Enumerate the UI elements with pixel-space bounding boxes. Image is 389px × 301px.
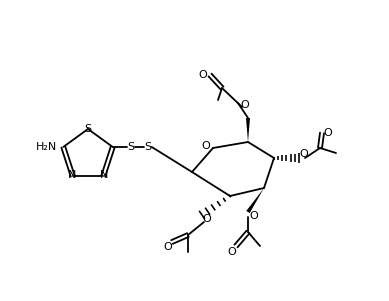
Text: N: N: [68, 170, 76, 180]
Text: O: O: [202, 141, 210, 151]
Text: O: O: [164, 242, 172, 252]
Polygon shape: [246, 118, 250, 142]
Text: O: O: [324, 128, 332, 138]
Text: S: S: [144, 142, 151, 152]
Text: O: O: [203, 214, 211, 224]
Text: O: O: [228, 247, 237, 257]
Text: O: O: [300, 149, 308, 159]
Text: O: O: [241, 100, 249, 110]
Text: S: S: [127, 142, 134, 152]
Text: O: O: [199, 70, 207, 80]
Text: N: N: [100, 170, 109, 180]
Text: H₂N: H₂N: [36, 142, 57, 152]
Polygon shape: [246, 188, 264, 213]
Text: S: S: [84, 124, 91, 134]
Text: O: O: [250, 211, 258, 221]
